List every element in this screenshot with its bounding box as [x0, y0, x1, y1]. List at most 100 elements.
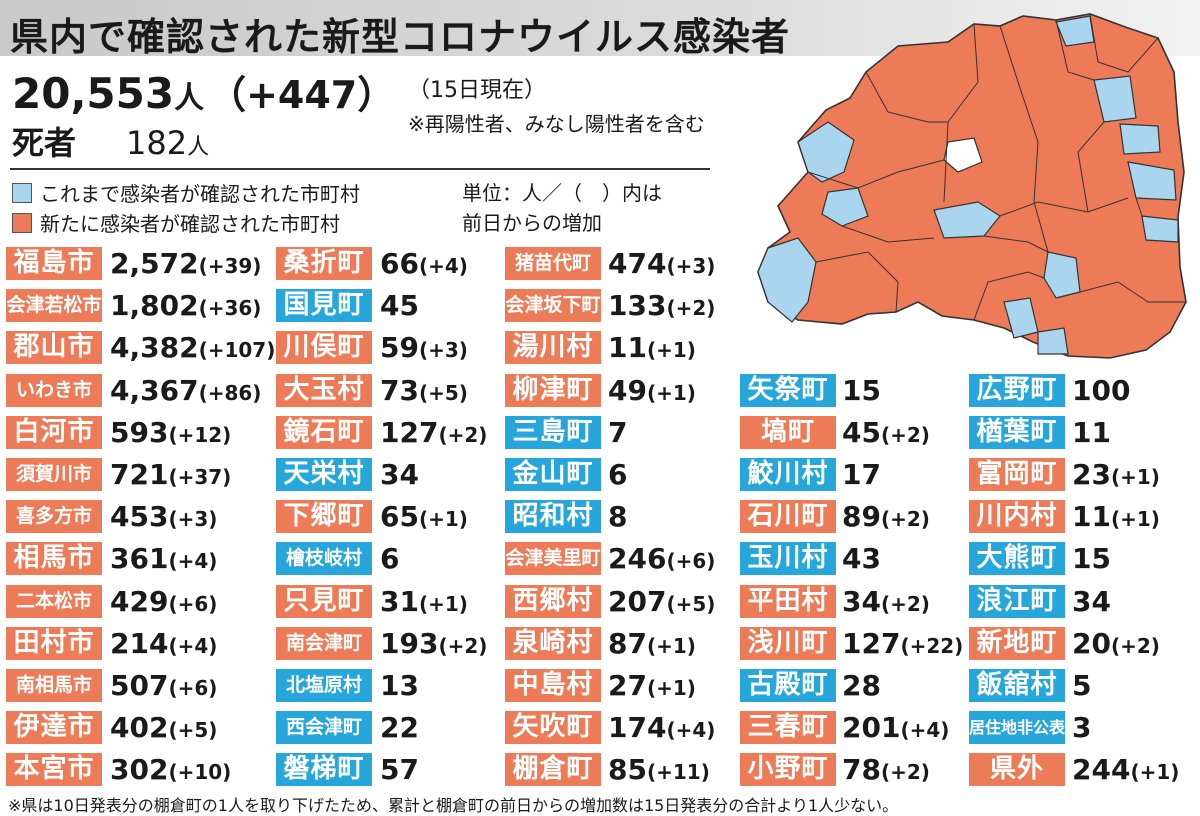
- count-value: 100: [1072, 373, 1131, 407]
- municipality-count: 244(+1): [1072, 753, 1179, 786]
- municipality-label: 鏡石町: [276, 415, 372, 449]
- municipality-label: 相馬市: [6, 542, 102, 576]
- count-value: 27: [608, 669, 647, 702]
- count-value: 28: [842, 669, 881, 702]
- map-region-kaneyama: [821, 187, 869, 227]
- count-diff: (+37): [168, 465, 232, 489]
- total-unit: 人: [174, 81, 205, 116]
- legend-confirmed-label: これまで感染者が確認された市町村: [40, 182, 360, 206]
- municipality-label: 楢葉町: [969, 415, 1065, 449]
- count-value: 246: [608, 542, 667, 576]
- count-diff: (+3): [168, 507, 218, 532]
- municipality-count: 89(+2): [842, 500, 930, 533]
- count-diff: (+1): [418, 591, 468, 616]
- divider: [10, 168, 710, 170]
- municipality-label: 会津若松市: [6, 289, 102, 323]
- municipality-label: 玉川村: [740, 542, 836, 576]
- municipality-count: 57: [380, 753, 419, 786]
- map-boundaries: [807, 13, 1186, 321]
- municipality-label: 福島市: [6, 247, 102, 280]
- count-value: 507: [110, 669, 169, 702]
- municipality-label: 大玉村: [276, 373, 372, 407]
- count-diff: (+4): [168, 549, 218, 574]
- municipality-count: 11: [1072, 416, 1111, 449]
- count-value: 45: [380, 289, 419, 323]
- count-diff: (+1): [646, 380, 696, 405]
- municipality-label: 古殿町: [740, 669, 836, 702]
- count-value: 174: [608, 711, 667, 745]
- unit-note-line-1: 単位：人／（ ）内は: [462, 181, 662, 205]
- count-diff: (+39): [198, 254, 262, 278]
- count-value: 193: [380, 626, 439, 660]
- municipality-label: 浪江町: [969, 584, 1065, 618]
- count-diff: (+5): [168, 718, 218, 743]
- count-value: 127: [842, 626, 901, 660]
- count-diff: (+10): [168, 760, 232, 785]
- count-value: 34: [842, 584, 881, 618]
- municipality-label: 会津美里町: [505, 542, 601, 576]
- municipality-count: 193(+2): [380, 627, 487, 660]
- legend-new-label: 新たに感染者が確認された市町村: [40, 212, 340, 236]
- count-value: 34: [380, 458, 419, 491]
- municipality-count: 133(+2): [608, 289, 715, 322]
- fukushima-map: [757, 13, 1187, 359]
- municipality-label: 矢吹町: [505, 711, 601, 745]
- count-diff: (+2): [880, 507, 930, 532]
- count-diff: (+2): [666, 296, 716, 321]
- count-value: 453: [110, 500, 169, 534]
- count-value: 20: [1072, 626, 1111, 660]
- legend-swatch-confirmed: [12, 183, 32, 203]
- count-diff: (+3): [418, 338, 468, 363]
- municipality-count: 73(+5): [380, 374, 468, 407]
- count-value: 89: [842, 500, 881, 534]
- count-value: 1,802: [110, 289, 199, 323]
- count-value: 201: [842, 711, 901, 745]
- municipality-count: 593(+12): [110, 416, 231, 449]
- map-region-kunimi: [1055, 15, 1095, 47]
- count-value: 45: [842, 415, 881, 449]
- municipality-count: 507(+6): [110, 669, 217, 702]
- count-value: 361: [110, 542, 169, 576]
- count-diff: (+86): [198, 380, 262, 405]
- municipality-label: 塙町: [740, 415, 836, 449]
- count-diff: (+1): [1130, 760, 1180, 785]
- municipality-label: 西会津町: [276, 711, 372, 745]
- legend-confirmed: これまで感染者が確認された市町村: [12, 178, 360, 207]
- municipality-label: 鮫川村: [740, 458, 836, 491]
- municipality-count: 7: [608, 416, 627, 449]
- count-value: 593: [110, 415, 169, 449]
- count-diff: (+1): [646, 338, 696, 363]
- count-value: 207: [608, 584, 667, 618]
- count-diff: (+1): [646, 676, 696, 700]
- count-diff: (+6): [168, 676, 218, 700]
- municipality-count: 174(+4): [608, 711, 715, 744]
- count-value: 73: [380, 373, 419, 407]
- municipality-count: 429(+6): [110, 585, 217, 618]
- municipality-label: 本宮市: [6, 753, 102, 787]
- count-diff: (+22): [900, 633, 964, 658]
- count-diff: (+4): [168, 633, 218, 658]
- count-value: 474: [608, 247, 667, 280]
- count-diff: (+1): [1110, 507, 1160, 532]
- count-value: 11: [608, 331, 647, 365]
- municipality-label: 大熊町: [969, 542, 1065, 576]
- count-diff: (+11): [646, 760, 710, 785]
- count-diff: (+2): [438, 633, 488, 658]
- municipality-count: 78(+2): [842, 753, 930, 786]
- municipality-count: 100: [1072, 374, 1130, 407]
- municipality-count: 85(+11): [608, 753, 710, 786]
- deaths: 死者 182人: [12, 118, 209, 164]
- municipality-count: 4,367(+86): [110, 374, 261, 407]
- municipality-label: 柳津町: [505, 373, 601, 407]
- map-region-naraha: [1141, 215, 1179, 243]
- municipality-count: 31(+1): [380, 585, 468, 618]
- count-value: 17: [842, 458, 881, 491]
- municipality-count: 246(+6): [608, 542, 715, 575]
- count-value: 15: [842, 373, 881, 407]
- count-value: 13: [380, 669, 419, 702]
- municipality-label: 広野町: [969, 373, 1065, 407]
- count-diff: (+2): [1110, 633, 1160, 658]
- municipality-label: 泉崎村: [505, 626, 601, 660]
- count-value: 302: [110, 753, 169, 787]
- municipality-label: 富岡町: [969, 458, 1065, 491]
